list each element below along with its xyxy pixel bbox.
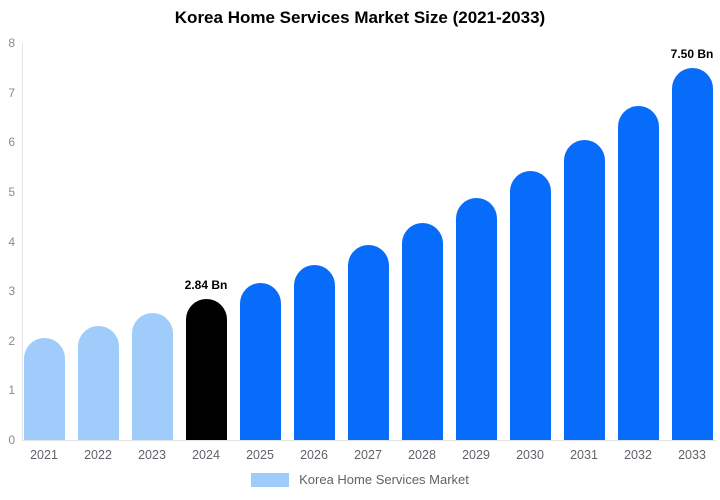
- x-tick-2032: 2032: [624, 448, 652, 462]
- bar-2024: [185, 299, 227, 440]
- bar-2031: [563, 139, 605, 440]
- y-tick-4: 4: [8, 234, 15, 249]
- x-tick-2031: 2031: [570, 448, 598, 462]
- y-axis-line: [22, 43, 23, 440]
- bar-2029: [455, 197, 497, 440]
- chart-title: Korea Home Services Market Size (2021-20…: [174, 8, 546, 27]
- x-tick-2029: 2029: [462, 448, 490, 462]
- x-tick-2024: 2024: [192, 448, 220, 462]
- value-label-2024: 2.84 Bn: [184, 278, 228, 293]
- x-tick-2030: 2030: [516, 448, 544, 462]
- y-tick-1: 1: [8, 383, 15, 398]
- bar-2033: [671, 67, 713, 440]
- bar-2028: [401, 222, 443, 440]
- y-tick-7: 7: [8, 85, 15, 100]
- bar-2032: [617, 106, 659, 440]
- y-tick-5: 5: [8, 184, 15, 199]
- legend-label: Korea Home Services Market: [299, 472, 469, 487]
- legend: Korea Home Services Market: [0, 472, 720, 487]
- x-tick-2033: 2033: [678, 448, 706, 462]
- x-tick-2026: 2026: [300, 448, 328, 462]
- bar-2027: [347, 244, 389, 440]
- y-tick-0: 0: [8, 433, 15, 447]
- bar-2025: [239, 283, 281, 440]
- x-tick-2025: 2025: [246, 448, 274, 462]
- x-tick-2028: 2028: [408, 448, 436, 462]
- x-tick-2021: 2021: [30, 448, 58, 462]
- bar-2023: [131, 313, 173, 440]
- bar-2022: [77, 325, 119, 440]
- legend-swatch: [251, 472, 290, 487]
- y-tick-6: 6: [8, 135, 15, 150]
- x-tick-2027: 2027: [354, 448, 382, 462]
- y-tick-3: 3: [8, 284, 15, 299]
- bar-2026: [293, 265, 335, 440]
- value-label-2033: 7.50 Bn: [670, 46, 714, 61]
- bar-2021: [23, 338, 65, 440]
- x-axis-baseline: [22, 440, 716, 441]
- y-tick-2: 2: [8, 333, 15, 348]
- y-tick-8: 8: [8, 36, 15, 50]
- x-tick-2022: 2022: [84, 448, 112, 462]
- x-tick-2023: 2023: [138, 448, 166, 462]
- bar-2030: [509, 170, 551, 440]
